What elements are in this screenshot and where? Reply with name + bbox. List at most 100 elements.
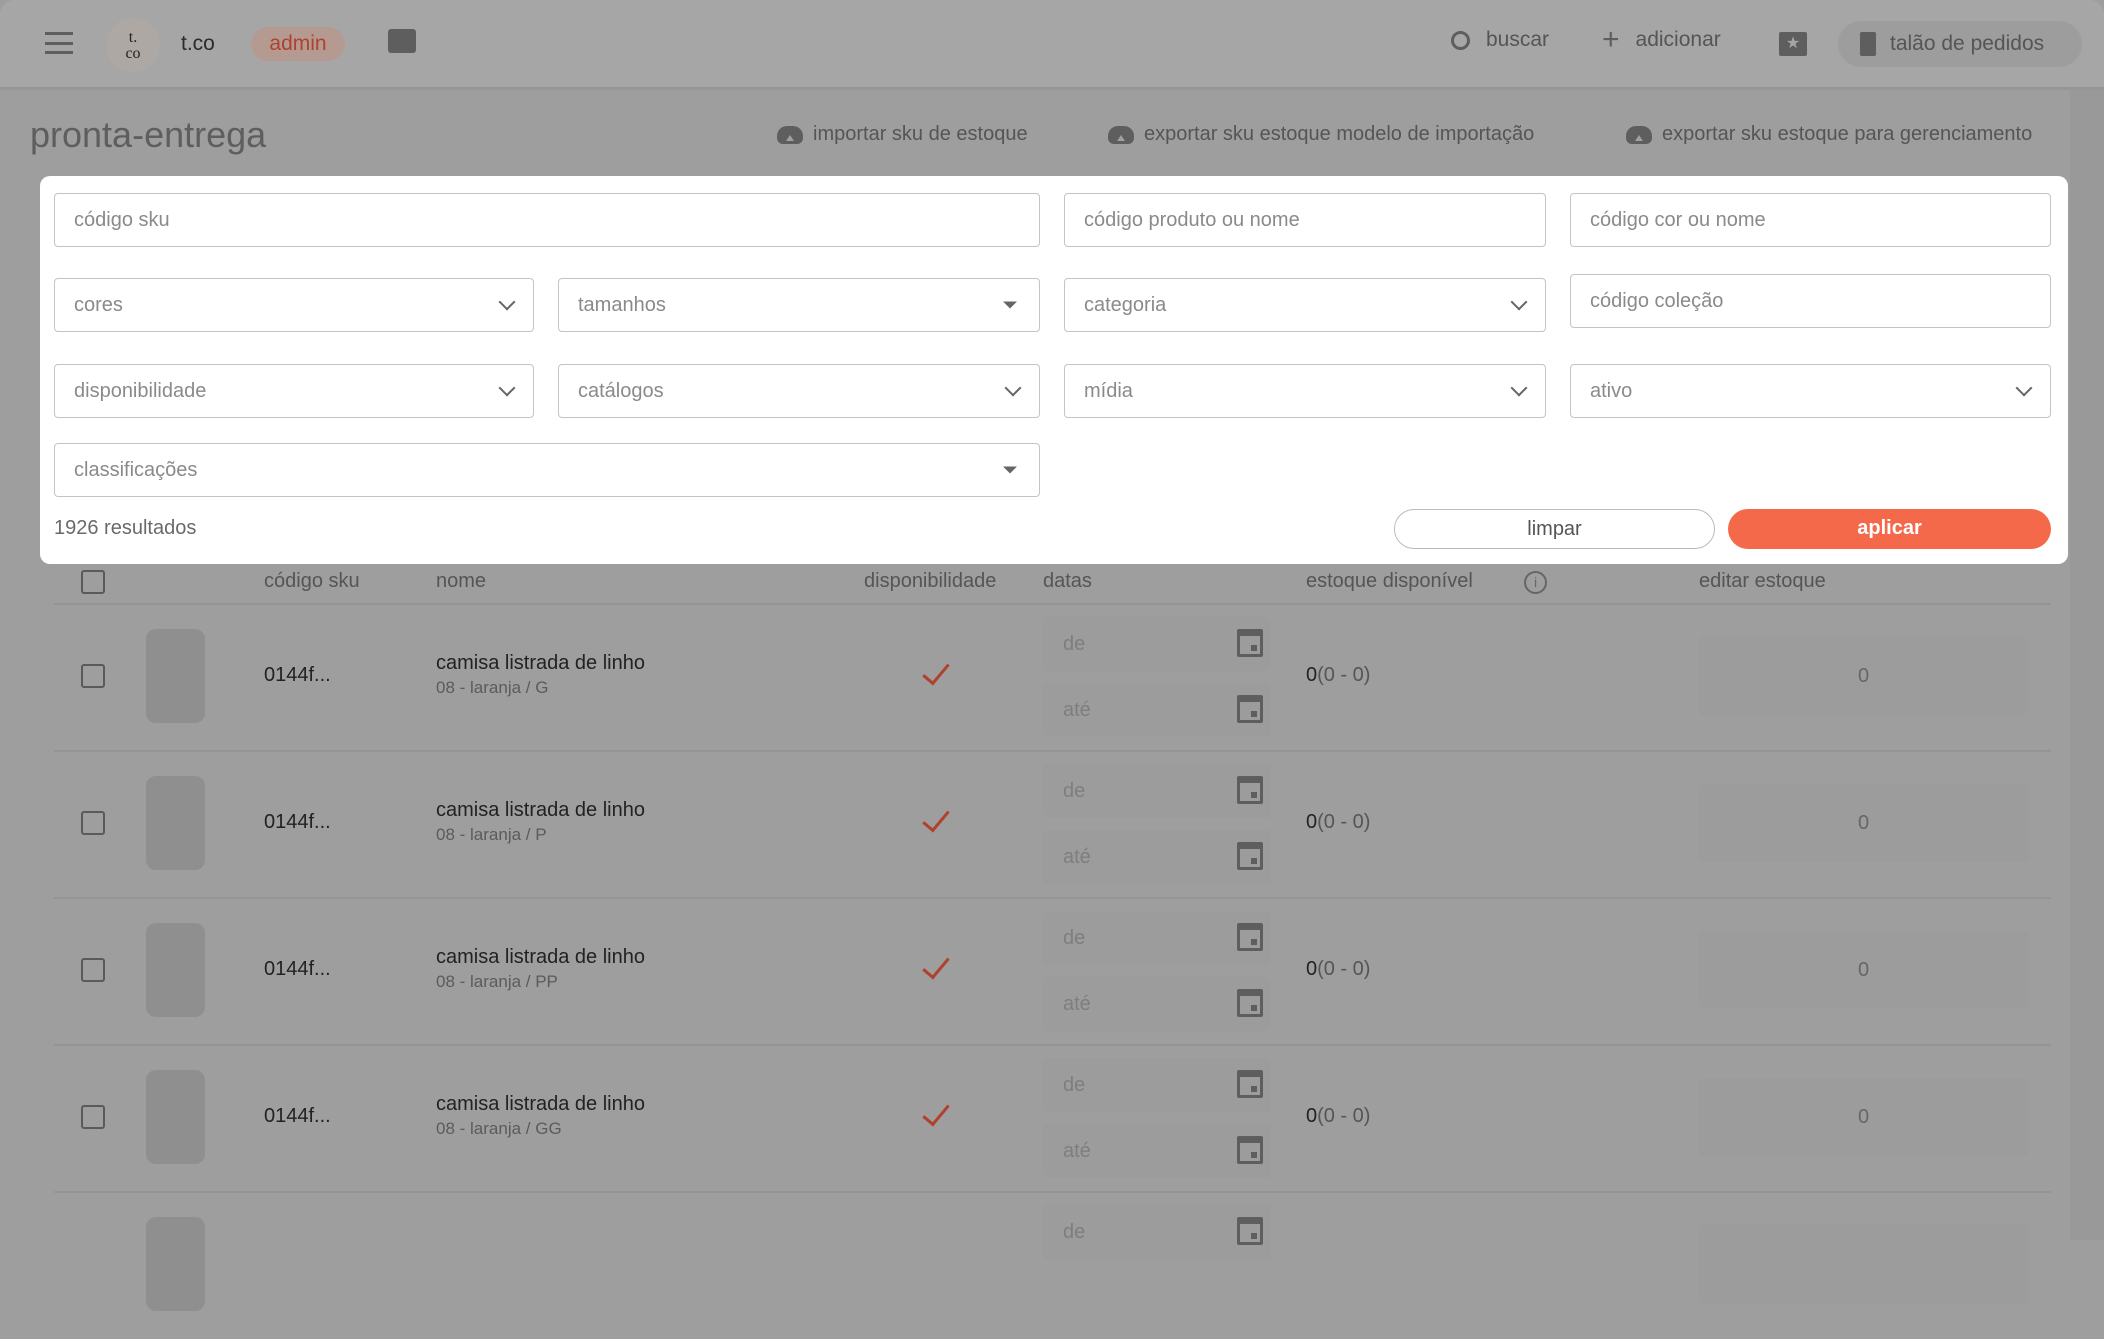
- calendar-icon[interactable]: [1237, 1136, 1263, 1164]
- import-sku-button[interactable]: importar sku de estoque: [777, 123, 1028, 146]
- export-template-button[interactable]: exportar sku estoque modelo de importaçã…: [1108, 123, 1534, 146]
- available-stock: 0(0 - 0): [1306, 811, 1371, 833]
- calendar-icon[interactable]: [1237, 923, 1263, 951]
- color-input[interactable]: código cor ou nome: [1570, 193, 2051, 247]
- calendar-icon[interactable]: [1237, 842, 1263, 870]
- calendar-icon[interactable]: [1237, 776, 1263, 804]
- sizes-select[interactable]: tamanhos: [558, 278, 1040, 332]
- image-placeholder-icon: [146, 1070, 205, 1164]
- row-divider: [54, 750, 2051, 752]
- edit-stock-input[interactable]: 0: [1699, 1078, 2028, 1156]
- row-checkbox[interactable]: [81, 958, 105, 982]
- date-to-input[interactable]: até: [1043, 1124, 1271, 1178]
- calendar-icon[interactable]: [1237, 1070, 1263, 1098]
- search-button[interactable]: buscar: [1451, 28, 1549, 52]
- menu-icon[interactable]: [45, 32, 73, 54]
- date-to-input[interactable]: até: [1043, 830, 1271, 884]
- add-button[interactable]: + adicionar: [1602, 23, 1721, 56]
- collection-input[interactable]: código coleção: [1570, 274, 2051, 328]
- edit-stock-input[interactable]: 0: [1699, 784, 2028, 862]
- cloud-download-icon: [777, 125, 803, 144]
- available-stock: 0(0 - 0): [1306, 958, 1371, 980]
- classifications-select[interactable]: classificações: [54, 443, 1040, 497]
- category-select[interactable]: categoria: [1064, 278, 1546, 332]
- plus-icon: +: [1602, 23, 1620, 56]
- product-input[interactable]: código produto ou nome: [1064, 193, 1546, 247]
- row-divider: [54, 897, 2051, 899]
- row-checkbox[interactable]: [81, 811, 105, 835]
- chevron-down-icon: [1510, 379, 1528, 397]
- row-divider: [54, 1044, 2051, 1046]
- chevron-down-icon: [1004, 379, 1022, 397]
- product-variant: 08 - laranja / G: [436, 678, 549, 697]
- date-from-input[interactable]: de: [1043, 1058, 1271, 1112]
- row-divider: [54, 1191, 2051, 1193]
- product-name: camisa listrada de linho: [436, 1093, 645, 1115]
- apply-button[interactable]: aplicar: [1728, 509, 2051, 549]
- clear-button[interactable]: limpar: [1394, 509, 1715, 549]
- scrollbar[interactable]: [2070, 90, 2104, 1240]
- product-variant: 08 - laranja / P: [436, 825, 547, 844]
- company-logo[interactable]: t. co: [106, 18, 160, 72]
- edit-stock-input[interactable]: 0: [1699, 637, 2028, 715]
- availability-select[interactable]: disponibilidade: [54, 364, 534, 418]
- col-name[interactable]: nome: [436, 570, 487, 592]
- catalogs-select[interactable]: catálogos: [558, 364, 1040, 418]
- date-from-input[interactable]: de: [1043, 764, 1271, 818]
- product-variant: 08 - laranja / GG: [436, 1119, 562, 1138]
- sku-code: 0144f...: [264, 664, 331, 686]
- top-bar: [0, 0, 2104, 90]
- favorites-icon[interactable]: ★: [1779, 32, 1807, 56]
- sku-code: 0144f...: [264, 1105, 331, 1127]
- results-count: 1926 resultados: [54, 517, 197, 539]
- available-stock: 0(0 - 0): [1306, 664, 1371, 686]
- active-select[interactable]: ativo: [1570, 364, 2051, 418]
- role-badge: admin: [251, 27, 345, 61]
- select-all-checkbox[interactable]: [81, 570, 105, 594]
- order-pad-button[interactable]: talão de pedidos: [1838, 21, 2082, 67]
- header-divider: [54, 603, 2051, 605]
- chevron-down-icon: [498, 379, 516, 397]
- product-name: camisa listrada de linho: [436, 799, 645, 821]
- image-placeholder-icon: [146, 776, 205, 870]
- sku-code: 0144f...: [264, 811, 331, 833]
- date-to-input[interactable]: até: [1043, 683, 1271, 737]
- info-icon[interactable]: i: [1524, 571, 1547, 594]
- edit-stock-input[interactable]: [1699, 1225, 2028, 1303]
- order-pad-icon: [1860, 32, 1876, 56]
- calendar-icon[interactable]: [1237, 629, 1263, 657]
- chat-icon[interactable]: [388, 29, 416, 53]
- col-dates: datas: [1043, 570, 1092, 592]
- colors-select[interactable]: cores: [54, 278, 534, 332]
- chevron-down-icon: [498, 293, 516, 311]
- date-from-input[interactable]: de: [1043, 1205, 1271, 1259]
- row-checkbox[interactable]: [81, 664, 105, 688]
- cloud-upload-icon: [1108, 125, 1134, 144]
- image-placeholder-icon: [146, 629, 205, 723]
- col-availability[interactable]: disponibilidade: [864, 570, 997, 592]
- col-sku[interactable]: código sku: [264, 570, 360, 592]
- date-from-input[interactable]: de: [1043, 911, 1271, 965]
- calendar-icon[interactable]: [1237, 989, 1263, 1017]
- caret-down-icon: [1003, 301, 1017, 316]
- calendar-icon[interactable]: [1237, 695, 1263, 723]
- row-checkbox[interactable]: [81, 1105, 105, 1129]
- filter-panel: código sku código produto ou nome código…: [40, 176, 2068, 564]
- date-from-input[interactable]: de: [1043, 617, 1271, 671]
- sku-input[interactable]: código sku: [54, 193, 1040, 247]
- available-stock: 0(0 - 0): [1306, 1105, 1371, 1127]
- col-stock: estoque disponível: [1306, 570, 1473, 592]
- caret-down-icon: [1003, 466, 1017, 481]
- product-variant: 08 - laranja / PP: [436, 972, 558, 991]
- edit-stock-input[interactable]: 0: [1699, 931, 2028, 1009]
- brand-name: t.co: [181, 32, 215, 55]
- date-to-input[interactable]: até: [1043, 977, 1271, 1031]
- col-edit-stock: editar estoque: [1699, 570, 1826, 592]
- media-select[interactable]: mídia: [1064, 364, 1546, 418]
- cloud-upload-icon: [1626, 125, 1652, 144]
- export-management-button[interactable]: exportar sku estoque para gerenciamento: [1626, 123, 2032, 146]
- page-title: pronta-entrega: [30, 114, 267, 155]
- chevron-down-icon: [2015, 379, 2033, 397]
- calendar-icon[interactable]: [1237, 1217, 1263, 1245]
- chevron-down-icon: [1510, 293, 1528, 311]
